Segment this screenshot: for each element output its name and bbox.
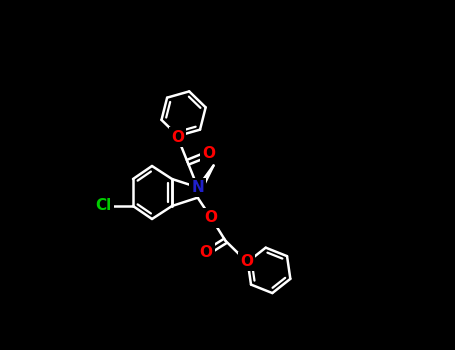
Text: N: N — [191, 180, 204, 195]
Text: O: O — [205, 210, 217, 225]
Text: O: O — [240, 254, 253, 269]
Text: O: O — [199, 245, 212, 260]
Text: O: O — [202, 146, 216, 161]
Text: O: O — [171, 130, 184, 145]
Text: Cl: Cl — [95, 198, 111, 214]
